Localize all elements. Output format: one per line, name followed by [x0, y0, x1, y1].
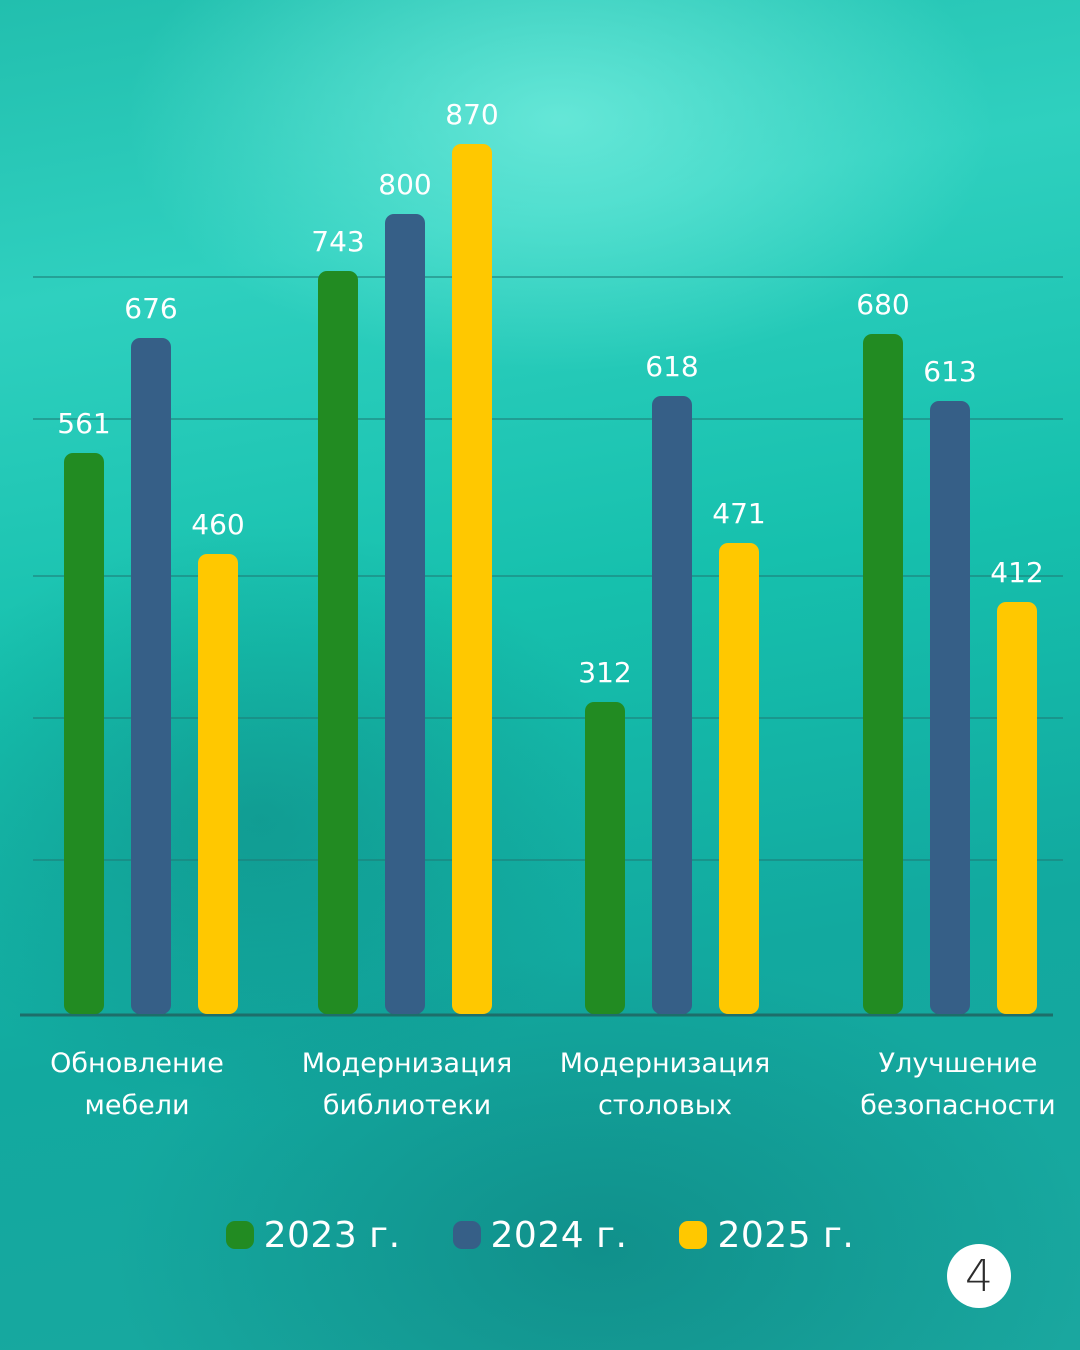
category-label-2-line-1: Модернизация	[302, 1048, 513, 1079]
bar-3-series-3	[719, 543, 759, 1014]
data-label-2-series-1: 743	[311, 225, 364, 258]
legend-label-2: 2024 г.	[490, 1214, 628, 1256]
bar-3-series-2	[652, 396, 692, 1014]
legend-item-1: 2023 г.	[225, 1214, 401, 1256]
bar-2-series-3	[452, 144, 492, 1014]
category-label-4-line-2: безопасности	[860, 1090, 1055, 1121]
legend-label-1: 2023 г.	[263, 1214, 401, 1256]
bar-1-series-2	[131, 338, 171, 1014]
data-label-3-series-1: 312	[578, 656, 631, 689]
page-number-badge: 4	[947, 1244, 1011, 1308]
chart-legend: 2023 г. 2024 г. 2025 г.	[0, 1208, 1080, 1262]
category-label-2-line-2: библиотеки	[323, 1090, 491, 1121]
category-label-1-line-1: Обновление	[50, 1048, 224, 1079]
category-labels: Обновление мебели Модернизация библиотеки Мо…	[50, 1048, 1056, 1121]
bar-4-series-2	[930, 401, 970, 1014]
legend-swatch-3	[679, 1221, 708, 1249]
data-label-1-series-3: 460	[191, 508, 244, 541]
bar-1-series-1	[64, 453, 104, 1014]
legend-item-3: 2025 г.	[679, 1215, 854, 1256]
legend-swatch-2	[452, 1221, 481, 1249]
legend-swatch-1	[225, 1221, 254, 1249]
category-label-3-line-2: столовых	[598, 1090, 732, 1121]
data-label-2-series-3: 870	[445, 98, 498, 131]
category-label-4-line-1: Улучшение	[879, 1048, 1038, 1079]
data-label-3-series-3: 471	[712, 497, 765, 530]
data-label-4-series-3: 412	[990, 556, 1043, 589]
legend-label-3: 2025 г.	[717, 1214, 855, 1256]
page-number: 4	[965, 1250, 993, 1302]
data-label-3-series-2: 618	[645, 350, 698, 383]
legend-item-2: 2024 г.	[452, 1214, 628, 1256]
bar-3-series-1	[585, 702, 625, 1014]
data-label-4-series-2: 613	[923, 355, 976, 388]
data-label-1-series-1: 561	[57, 407, 110, 440]
bar-4-series-3	[997, 602, 1037, 1014]
category-label-1-line-2: мебели	[84, 1090, 189, 1121]
bar-1-series-3	[198, 554, 238, 1014]
data-label-4-series-1: 680	[856, 288, 909, 321]
value-labels: 561 743 312 680 676 800 618 613 460 870 471 412	[57, 98, 1043, 689]
bar-2-series-1	[318, 271, 358, 1014]
gridlines	[20, 276, 1063, 1017]
data-label-2-series-2: 800	[378, 168, 431, 201]
data-label-1-series-2: 676	[124, 292, 177, 325]
bar-4-series-1	[863, 334, 903, 1014]
category-label-3-line-1: Модернизация	[560, 1048, 771, 1079]
bar-2-series-2	[385, 214, 425, 1014]
bars	[64, 144, 1037, 1014]
